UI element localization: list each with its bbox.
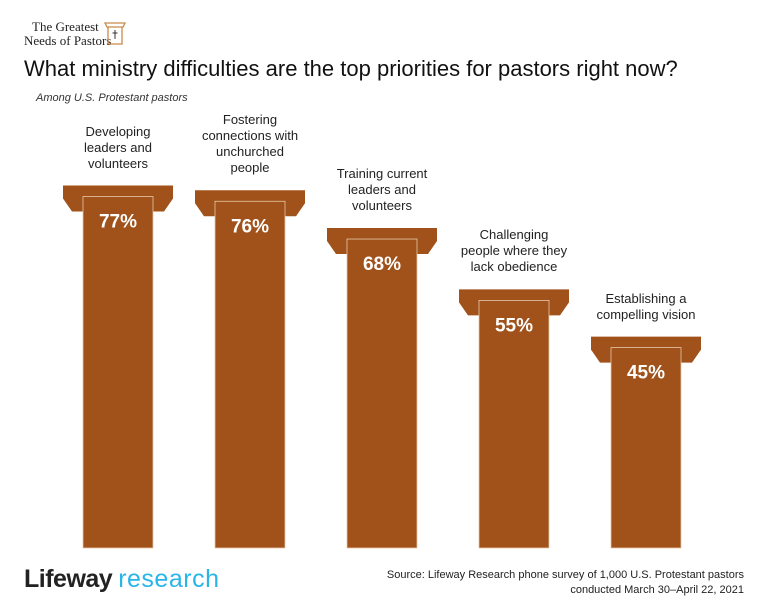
bar [478, 299, 550, 549]
category-label-line: Challenging [479, 227, 549, 243]
category-label: Training current leaders and volunteers [312, 166, 452, 214]
bar-column: 76% [195, 190, 305, 549]
category-label-line: unchurched [216, 144, 284, 160]
data-label: 45% [627, 363, 665, 384]
bar [214, 200, 286, 549]
category-label: Establishing a compelling vision [576, 291, 716, 323]
bar [82, 196, 154, 549]
category-label-line: Developing [85, 123, 151, 139]
bar [346, 238, 418, 549]
data-label: 76% [231, 216, 269, 237]
category-label-line: connections with [201, 128, 299, 144]
chart-title: What ministry difficulties are the top p… [24, 56, 678, 81]
chart-subtitle: Among U.S. Protestant pastors [36, 92, 188, 104]
logo-line-1: The Greatest [32, 19, 99, 34]
category-label-line: lack obedience [470, 259, 558, 275]
bar-column: 45% [591, 336, 701, 549]
category-label-line: people where they [460, 243, 568, 259]
category-label-line: people [230, 160, 270, 176]
category-label-line: volunteers [352, 198, 412, 214]
category-label: Developing leaders and volunteers [48, 124, 188, 172]
category-label: Challenging people where they lack obedien… [444, 227, 584, 275]
category-label-line: volunteers [88, 155, 148, 171]
category-label-line: Training current [336, 166, 428, 182]
bar-column: 68% [327, 228, 437, 549]
lifeway-research-logo: Lifeway research [24, 565, 219, 594]
bar-column: 55% [459, 289, 569, 549]
data-label: 77% [99, 212, 137, 233]
source-line-2: conducted March 30–April 22, 2021 [570, 584, 744, 596]
pulpit-icon [104, 22, 126, 45]
brand-lifeway: Lifeway [24, 565, 113, 593]
logo-line-2: Needs of Pastors [24, 33, 112, 48]
category-label-line: leaders and [348, 182, 416, 198]
data-label: 68% [363, 254, 401, 275]
source-line-1: Source: Lifeway Research phone survey of… [386, 569, 744, 581]
category-label-line: leaders and [84, 139, 152, 155]
bar [610, 347, 682, 549]
category-label-line: Fostering [222, 112, 278, 128]
category-label: Fostering connections with unchurched peopl… [180, 112, 320, 176]
bar-column: 77% [63, 185, 173, 549]
brand-research: research [118, 565, 220, 593]
series-logo: The Greatest Needs of Pastors [24, 20, 111, 48]
source-note: Source: Lifeway Research phone survey of… [387, 568, 744, 598]
category-label-line: compelling vision [596, 306, 696, 322]
category-label-line: Establishing a [605, 290, 687, 306]
data-label: 55% [495, 315, 533, 336]
